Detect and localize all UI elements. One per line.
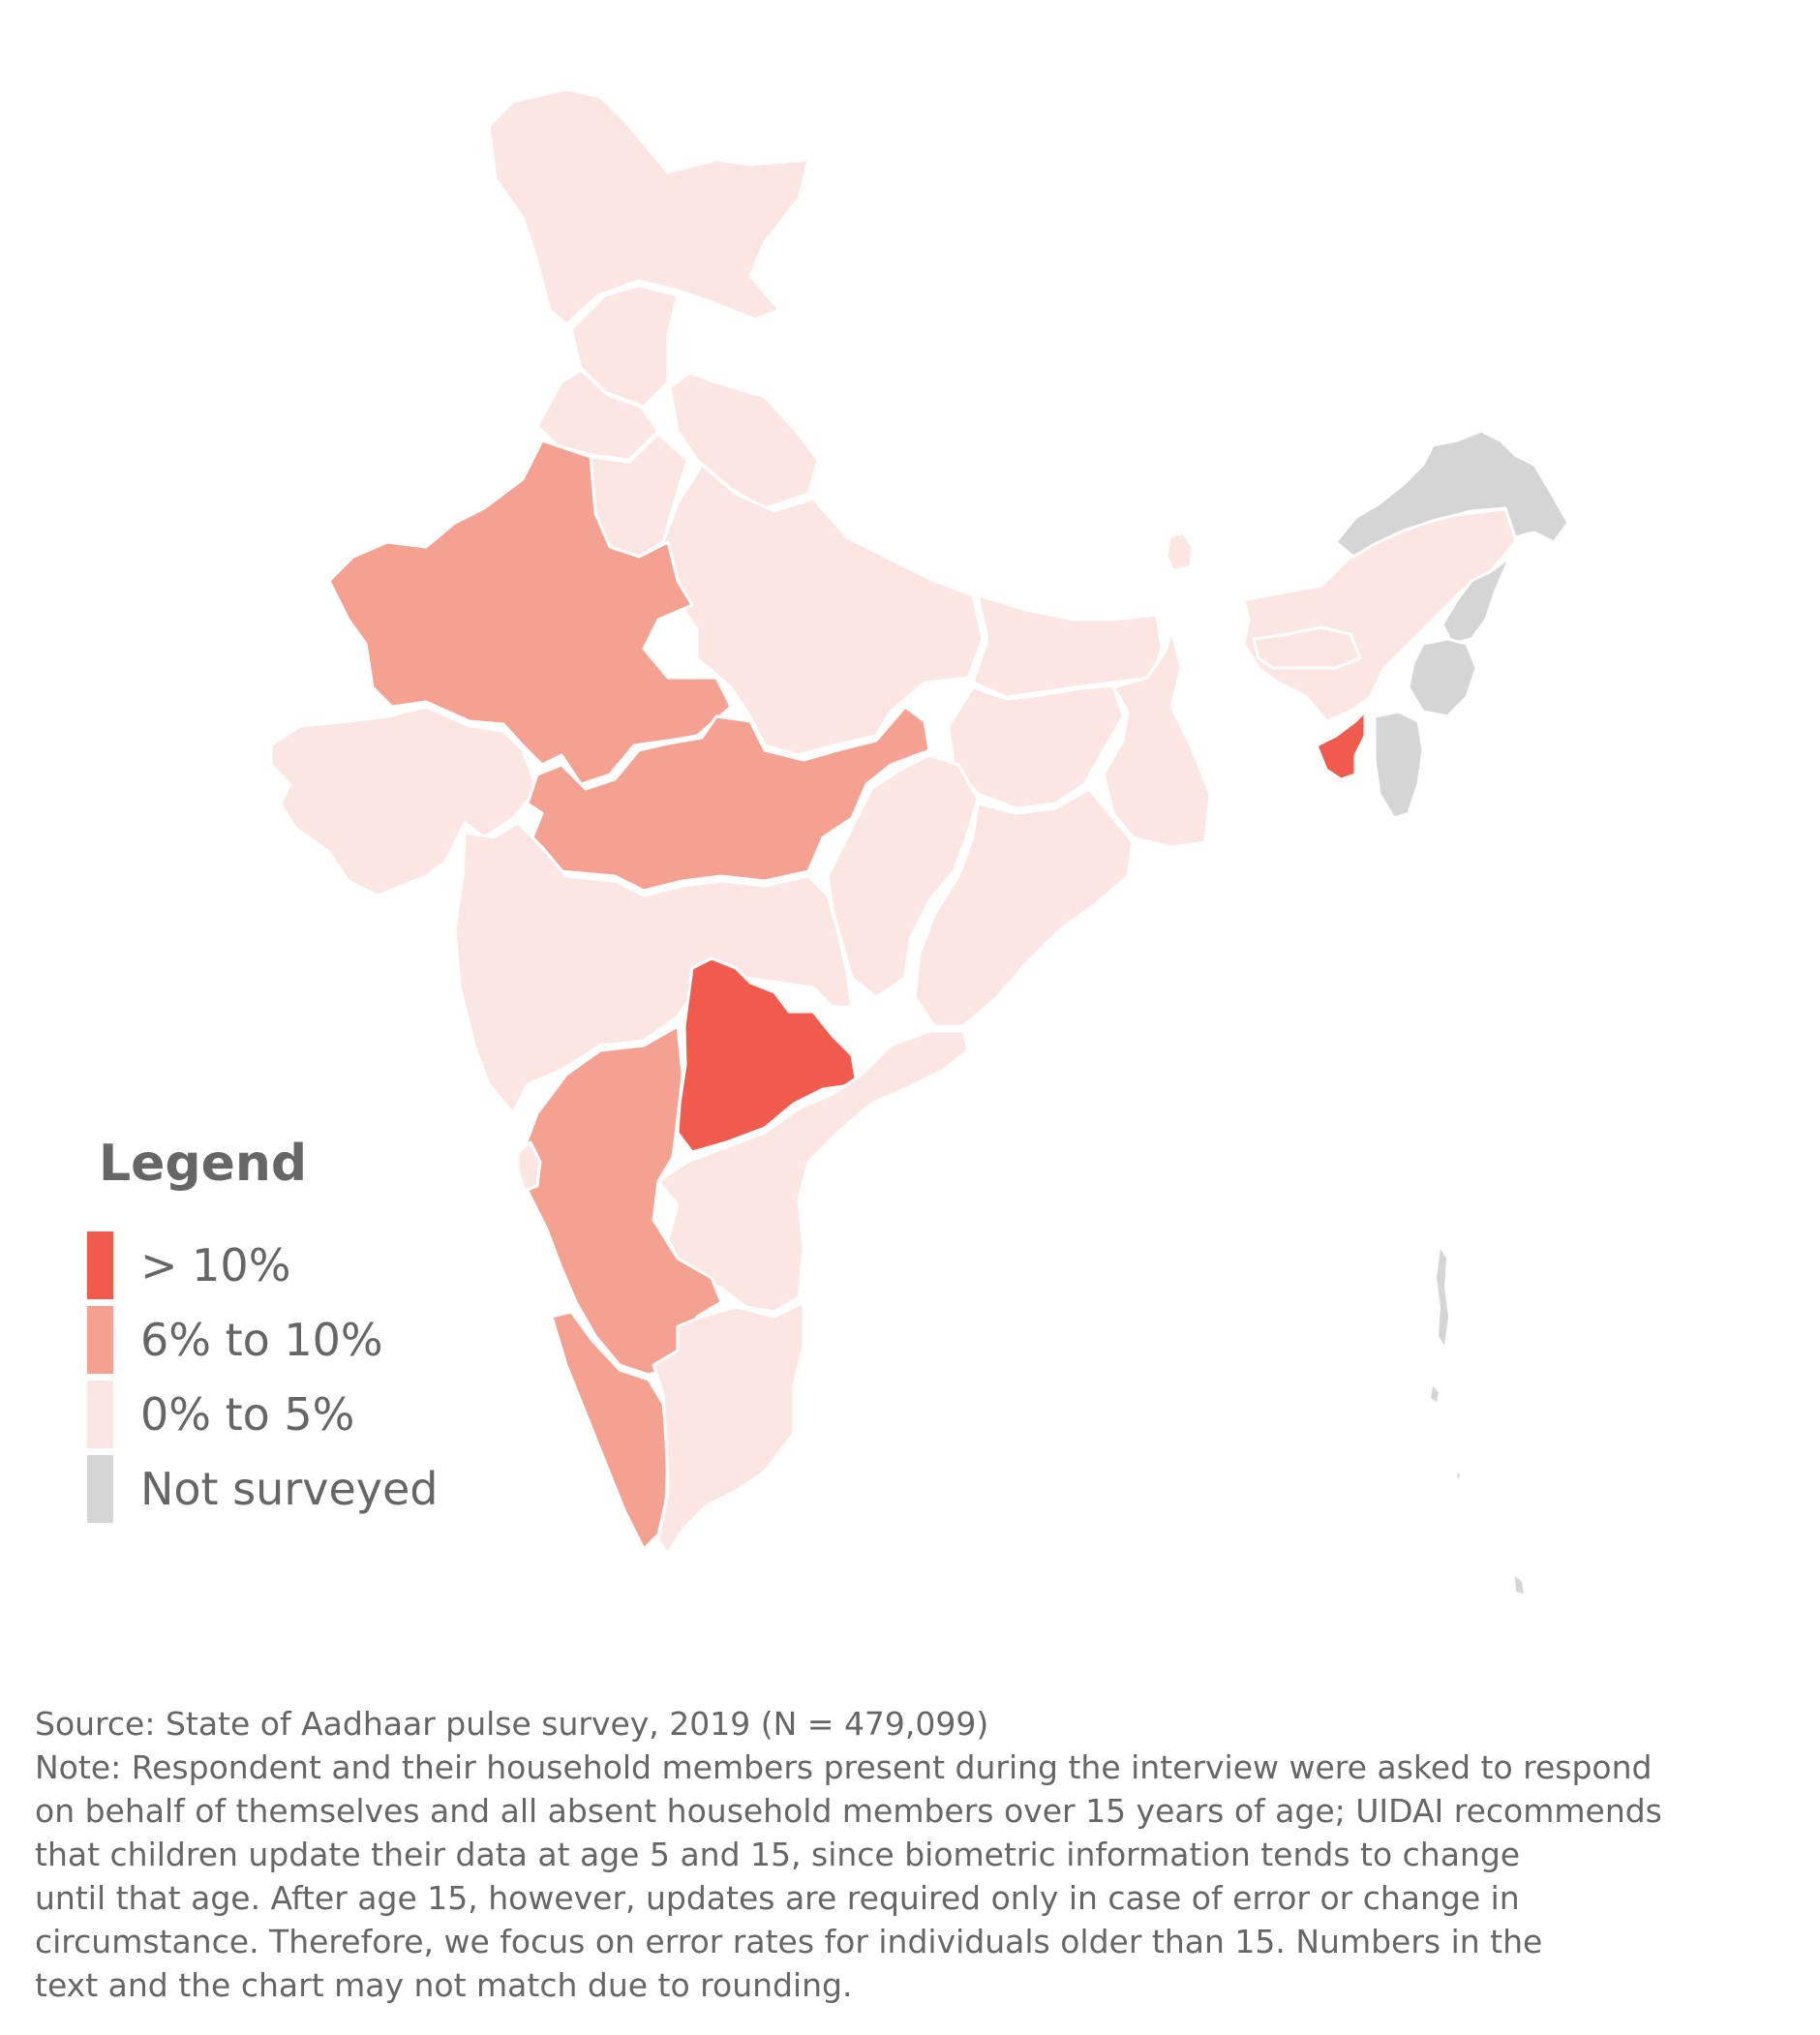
legend-title: Legend xyxy=(99,1135,308,1193)
legend-label-not-surveyed: Not surveyed xyxy=(140,1462,439,1515)
state-nagaland xyxy=(1441,555,1512,646)
legend-label-high: > 10% xyxy=(140,1238,291,1291)
state-andhra-pradesh xyxy=(656,1029,970,1314)
state-gujarat xyxy=(269,705,539,897)
state-madhya-pradesh xyxy=(526,705,931,893)
state-uttar-pradesh xyxy=(661,463,985,757)
legend-swatch-medium xyxy=(87,1305,113,1374)
state-chhattisgarh xyxy=(826,753,980,999)
state-goa xyxy=(516,1140,542,1193)
state-arunachal-pradesh xyxy=(1334,429,1570,559)
state-sikkim xyxy=(1165,531,1195,573)
state-manipur xyxy=(1407,637,1478,718)
state-maharashtra xyxy=(453,821,854,1115)
india-map xyxy=(269,87,1570,1594)
state-bihar xyxy=(971,593,1164,699)
state-mizoram xyxy=(1373,710,1425,820)
source-text: Source: State of Aadhaar pulse survey, 2… xyxy=(35,1705,989,1743)
state-karnataka xyxy=(521,1024,723,1377)
note-line: text and the chart may not match due to … xyxy=(35,1966,853,2004)
note-line: until that age. After age 15, however, u… xyxy=(35,1879,1520,1917)
legend-swatch-high xyxy=(87,1230,113,1299)
footer-notes: Source: State of Aadhaar pulse survey, 2… xyxy=(35,1702,1777,2007)
note-line: that children update their data at age 5… xyxy=(35,1836,1521,1873)
legend-swatch-low xyxy=(87,1380,113,1448)
state-tripura xyxy=(1315,710,1367,781)
state-jharkhand xyxy=(947,683,1125,810)
legend-item-high: > 10% xyxy=(87,1228,439,1302)
state-tamil-nadu xyxy=(652,1300,805,1556)
state-rajasthan xyxy=(327,439,733,786)
legend-item-medium: 6% to 10% xyxy=(87,1302,439,1377)
note-line: circumstance. Therefore, we focus on err… xyxy=(35,1923,1543,1960)
legend-swatch-not-surveyed xyxy=(87,1454,113,1523)
state-west-bengal xyxy=(1102,627,1212,849)
state-meghalaya xyxy=(1252,625,1362,670)
legend-item-not-surveyed: Not surveyed xyxy=(87,1451,439,1526)
state-andaman-and-nicobar-islands xyxy=(1431,1249,1524,1594)
legend-item-low: 0% to 5% xyxy=(87,1377,439,1451)
note-line: Note: Respondent and their household mem… xyxy=(35,1748,1653,1786)
legend: Legend > 10% 6% to 10% 0% to 5% Not surv… xyxy=(87,1135,439,1526)
legend-label-medium: 6% to 10% xyxy=(140,1313,383,1366)
state-jammu-and-kashmir xyxy=(487,87,810,326)
legend-label-low: 0% to 5% xyxy=(140,1387,355,1441)
state-uttarakhand xyxy=(668,371,820,510)
note-line: on behalf of themselves and all absent h… xyxy=(35,1792,1662,1830)
state-odisha xyxy=(913,787,1135,1028)
